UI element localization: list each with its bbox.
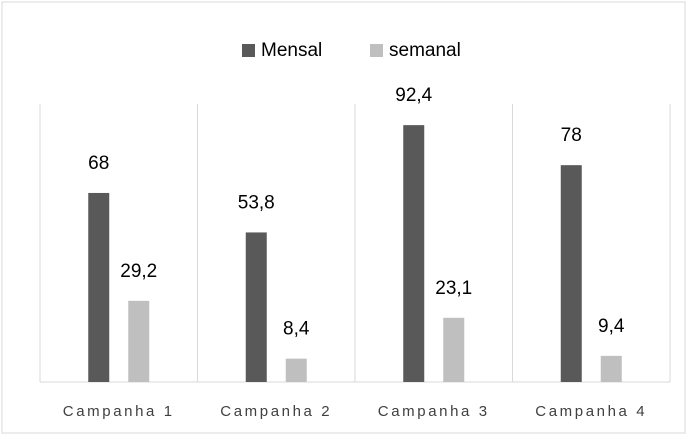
legend-label: semanal (389, 40, 461, 61)
x-tick-label: Campanha 3 (378, 403, 490, 420)
bar (443, 317, 465, 382)
data-label: 53,8 (238, 192, 275, 213)
legend-swatch (242, 44, 255, 57)
data-label: 9,4 (598, 316, 625, 337)
legend-label: Mensal (261, 40, 322, 61)
bar (560, 165, 582, 382)
bar (285, 358, 307, 382)
legend-swatch (370, 44, 383, 57)
data-label: 8,4 (283, 319, 310, 340)
x-tick-label: Campanha 1 (63, 403, 175, 420)
data-label: 23,1 (435, 278, 472, 299)
bar (600, 355, 622, 382)
data-label: 68 (88, 153, 109, 174)
bar (88, 192, 110, 382)
bar (245, 232, 267, 382)
bar (128, 300, 150, 382)
data-label: 29,2 (120, 261, 157, 282)
x-tick-label: Campanha 4 (535, 403, 647, 420)
x-tick-label: Campanha 2 (220, 403, 332, 420)
data-label: 78 (561, 125, 582, 146)
bar (403, 125, 425, 383)
data-label: 92,4 (395, 85, 432, 106)
